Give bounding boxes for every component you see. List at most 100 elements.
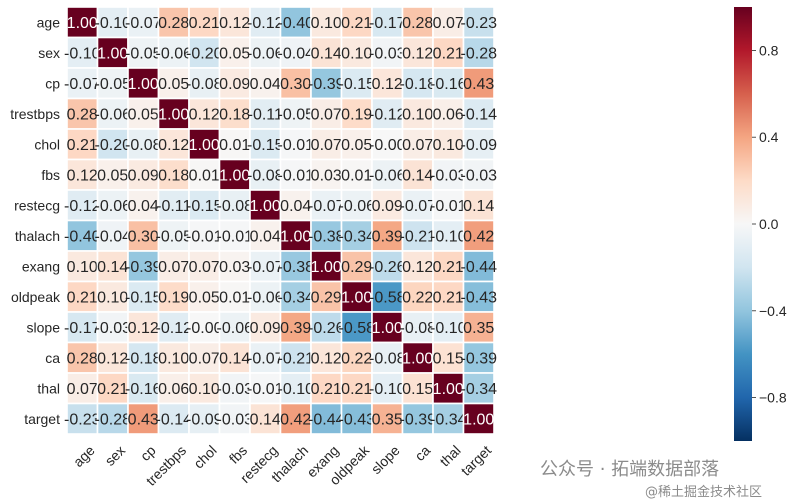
cell-label-cp-oldpeak: -0.15 (339, 76, 376, 93)
cell-ca-chol (188, 341, 221, 374)
cell-label-fbs-fbs: 1.00 (219, 167, 250, 184)
y-tick-label-cp: cp (45, 75, 60, 91)
cell-label-fbs-target: -0.03 (461, 167, 498, 184)
cell-label-oldpeak-chol: 0.05 (189, 289, 220, 306)
y-tick-label-exang: exang (22, 258, 60, 274)
cell-thal-chol (188, 372, 221, 405)
cell-label-restecg-slope: 0.09 (372, 198, 403, 215)
cell-label-oldpeak-sex: 0.10 (97, 289, 128, 306)
cell-exang-exang (310, 250, 343, 283)
cell-label-age-thal: 0.07 (433, 15, 464, 32)
y-tick-label-fbs: fbs (41, 167, 60, 183)
cell-thal-exang (310, 372, 343, 405)
cell-label-slope-fbs: -0.06 (217, 320, 254, 337)
cell-restecg-chol (188, 189, 221, 222)
cell-thalach-target (462, 219, 495, 252)
cell-sex-fbs (218, 36, 251, 69)
cell-label-target-thalach: 0.42 (280, 411, 311, 428)
cell-label-age-slope: -0.17 (369, 15, 406, 32)
cell-age-slope (371, 6, 404, 39)
cell-cp-exang (310, 67, 343, 100)
cell-sex-thal (432, 36, 465, 69)
cell-chol-age (66, 128, 99, 161)
cell-label-slope-ca: -0.08 (400, 320, 437, 337)
cell-target-age (66, 402, 99, 435)
cell-label-exang-sex: 0.14 (97, 259, 128, 276)
cell-target-thalach (279, 402, 312, 435)
cell-label-slope-exang: -0.26 (308, 320, 345, 337)
cell-label-thal-chol: 0.10 (189, 381, 220, 398)
cell-label-restecg-ca: -0.07 (400, 198, 437, 215)
y-tick-label-trestbps: trestbps (10, 106, 60, 122)
cell-label-ca-slope: -0.08 (369, 350, 406, 367)
cell-label-thalach-thal: -0.10 (430, 228, 467, 245)
colorbar: −0.8 −0.4 0.0 0.4 0.8 (734, 7, 787, 441)
cell-restecg-restecg (249, 189, 282, 222)
cell-label-fbs-restecg: -0.08 (247, 167, 284, 184)
cell-label-thalach-chol: -0.01 (186, 228, 223, 245)
cell-label-thal-exang: 0.21 (311, 381, 342, 398)
cell-chol-fbs (218, 128, 251, 161)
cell-label-cp-target: 0.43 (463, 76, 494, 93)
cell-label-cp-cp: 1.00 (128, 76, 159, 93)
cell-label-chol-trestbps: 0.12 (158, 137, 189, 154)
cell-age-exang (310, 6, 343, 39)
cell-chol-target (462, 128, 495, 161)
cell-chol-trestbps (157, 128, 190, 161)
cell-slope-oldpeak (340, 311, 373, 344)
cell-label-slope-slope: 1.00 (372, 320, 403, 337)
cell-trestbps-ca (401, 97, 434, 130)
cell-oldpeak-ca (401, 280, 434, 313)
cell-label-sex-slope: -0.03 (369, 45, 406, 62)
cell-label-thalach-target: 0.42 (463, 228, 494, 245)
cell-label-ca-thalach: -0.21 (278, 350, 315, 367)
cell-label-target-chol: -0.09 (186, 411, 223, 428)
x-tick-label-ca: ca (411, 442, 433, 464)
colorbar-tick-label: 0.8 (759, 42, 779, 58)
cell-label-trestbps-restecg: -0.11 (248, 106, 283, 123)
cell-age-ca (401, 6, 434, 39)
cell-label-trestbps-oldpeak: 0.19 (341, 106, 372, 123)
cell-oldpeak-thal (432, 280, 465, 313)
cell-label-slope-thalach: 0.39 (280, 320, 311, 337)
cell-label-slope-trestbps: -0.12 (156, 320, 193, 337)
cell-label-slope-thal: -0.10 (430, 320, 467, 337)
y-tick-label-ca: ca (45, 350, 60, 366)
cell-label-oldpeak-fbs: 0.01 (219, 289, 250, 306)
cell-label-sex-cp: -0.05 (125, 45, 162, 62)
x-tick-label-age: age (70, 442, 98, 470)
cell-label-fbs-thal: -0.03 (430, 167, 467, 184)
cell-label-oldpeak-thalach: -0.34 (278, 289, 315, 306)
cell-label-slope-restecg: 0.09 (250, 320, 281, 337)
cell-label-fbs-cp: 0.09 (128, 167, 159, 184)
heatmap-cells: 1.00-0.10-0.070.28 0.21 0.12-0.12-0.400.10… (64, 6, 498, 435)
cell-trestbps-cp (127, 97, 160, 130)
cell-label-age-chol: 0.21 (189, 15, 220, 32)
cell-label-cp-ca: -0.18 (400, 76, 437, 93)
cell-label-target-cp: 0.43 (128, 411, 159, 428)
cell-label-fbs-ca: 0.14 (402, 167, 433, 184)
cell-ca-slope (371, 341, 404, 374)
cell-label-cp-thalach: 0.30 (280, 76, 311, 93)
cell-label-thal-ca: 0.15 (402, 381, 433, 398)
x-tick-label-target: target (458, 442, 495, 479)
cell-label-chol-target: -0.09 (461, 137, 498, 154)
cell-restecg-exang (310, 189, 343, 222)
cell-label-thal-cp: -0.16 (125, 381, 162, 398)
cell-label-age-target: -0.23 (461, 15, 498, 32)
cell-label-exang-exang: 1.00 (311, 259, 342, 276)
cell-thal-target (462, 372, 495, 405)
cell-label-chol-sex: -0.20 (95, 137, 132, 154)
y-tick-label-thalach: thalach (15, 228, 60, 244)
colorbar-tick-label: 0.0 (759, 216, 779, 232)
x-tick-label-fbs: fbs (226, 442, 251, 467)
cell-label-chol-thal: 0.10 (433, 137, 464, 154)
cell-label-trestbps-slope: -0.12 (369, 106, 406, 123)
cell-label-slope-chol: -0.00 (186, 320, 223, 337)
cell-label-cp-thal: -0.16 (430, 76, 467, 93)
cell-label-exang-restecg: -0.07 (247, 259, 284, 276)
cell-label-chol-slope: -0.00 (369, 137, 406, 154)
cell-thalach-cp (127, 219, 160, 252)
